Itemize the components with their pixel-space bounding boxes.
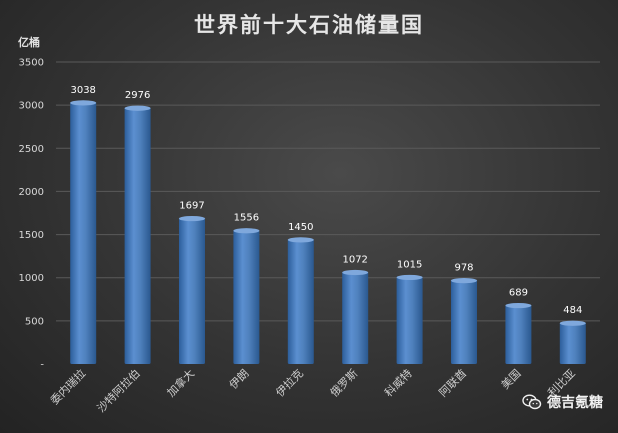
watermark-text: 德吉氪糖: [547, 395, 603, 411]
y-axis-ticks: - 500 1000 1500 2000 2500 3000 3500: [19, 58, 45, 371]
x-category-label: 美国: [499, 367, 524, 392]
x-category-label: 伊拉克: [273, 366, 306, 399]
bar: [342, 271, 369, 364]
x-category-label: 科威特: [381, 366, 414, 399]
bar: [559, 322, 586, 364]
bar-top-cap: [342, 269, 369, 276]
bar-top-cap: [396, 274, 423, 281]
data-label: 3038: [70, 85, 95, 96]
data-label: 1697: [179, 201, 204, 212]
bar: [70, 101, 97, 364]
bar: [396, 276, 423, 364]
y-axis-unit-label: 亿桶: [18, 36, 40, 49]
y-tick-label: 2000: [19, 187, 44, 198]
bar: [233, 229, 260, 364]
bar: [505, 304, 532, 364]
bar-top-cap: [451, 278, 477, 284]
y-tick-label: 1000: [19, 273, 44, 284]
wechat-icon: [522, 394, 542, 410]
x-category-label: 伊朗: [227, 367, 252, 392]
data-label: 1015: [397, 259, 422, 270]
y-tick-label: 1500: [19, 230, 44, 241]
y-tick-label: -: [40, 360, 44, 371]
watermark: 德吉氪糖: [522, 392, 603, 412]
bar-top-cap: [179, 215, 205, 222]
data-label: 978: [454, 263, 473, 274]
x-category-label: 沙特阿拉伯: [94, 366, 143, 415]
x-category-label: 阿联酋: [436, 366, 469, 399]
bar: [179, 217, 205, 364]
bars: [70, 100, 586, 364]
bar: [124, 107, 151, 364]
data-label: 1450: [288, 222, 313, 233]
x-axis-categories: 委内瑞拉 沙特阿拉伯 加拿大 伊朗 伊拉克 俄罗斯 科威特 阿联酋 美国 利比亚: [47, 366, 578, 415]
bar-top-cap: [505, 302, 532, 309]
x-category-label: 加拿大: [164, 366, 197, 399]
bar-top-cap: [70, 100, 97, 106]
bar-top-cap: [287, 237, 314, 243]
bar-top-cap: [233, 228, 260, 234]
data-label: 2976: [125, 90, 150, 101]
y-tick-label: 500: [25, 316, 44, 327]
data-label: 1072: [342, 255, 367, 266]
y-tick-label: 3500: [19, 58, 44, 69]
bar-top-cap: [124, 105, 151, 111]
data-label: 484: [563, 305, 582, 316]
data-labels: 3038 2976 1697 1556 1450 1072 1015 978 689 484: [70, 85, 582, 316]
chart-title: 世界前十大石油储量国: [194, 12, 424, 37]
y-tick-label: 3000: [19, 101, 44, 112]
data-label: 689: [509, 288, 528, 299]
x-category-label: 俄罗斯: [328, 367, 361, 400]
data-label: 1556: [234, 213, 259, 224]
x-category-label: 委内瑞拉: [47, 366, 88, 407]
bar: [287, 238, 314, 364]
bar: [451, 279, 477, 364]
y-tick-label: 2500: [19, 144, 44, 155]
bar-top-cap: [559, 320, 586, 326]
